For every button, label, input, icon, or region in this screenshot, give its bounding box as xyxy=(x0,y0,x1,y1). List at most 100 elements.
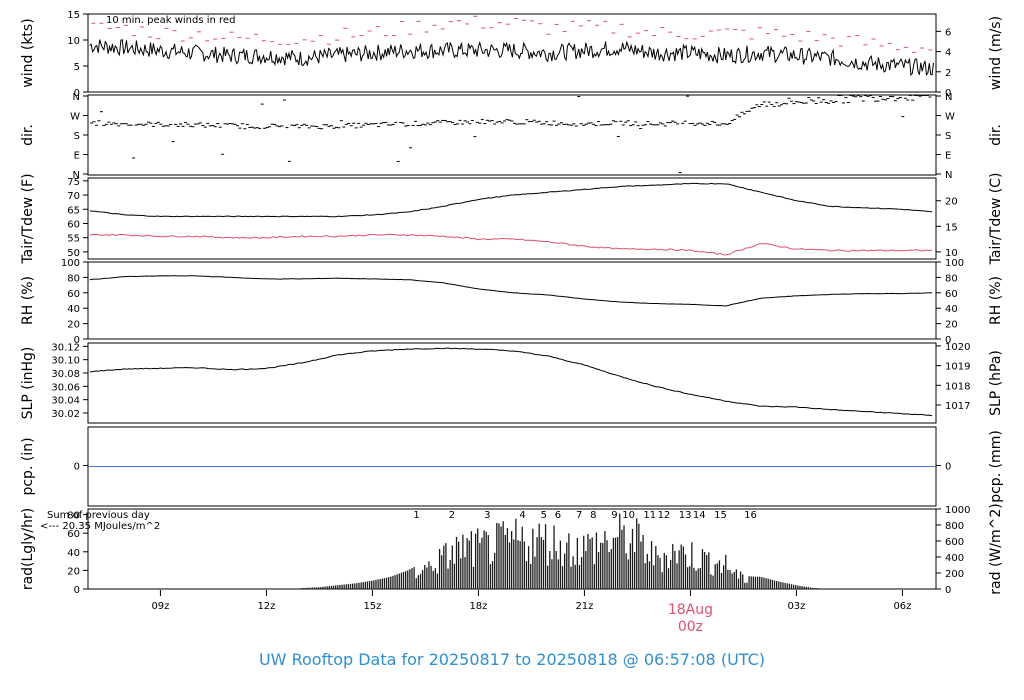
wind-left-tick-label: 5 xyxy=(74,62,80,73)
pressure-right-tick-label: 1018 xyxy=(945,381,970,392)
precip-right-axis-label: pcp. (mm) xyxy=(988,430,1004,503)
radiation-left-tick-label: 80 xyxy=(67,511,80,522)
humidity-right-tick-label: 100 xyxy=(945,258,964,269)
date-marker-day: 18Aug xyxy=(668,602,713,618)
radiation-hour-label: 6 xyxy=(555,510,561,521)
humidity-right-tick-label: 40 xyxy=(945,304,958,315)
radiation-right-tick-label: 800 xyxy=(945,521,964,532)
radiation-hour-label: 10 xyxy=(622,510,635,521)
radiation-hour-label: 2 xyxy=(449,510,455,521)
temperature-left-tick-label: 75 xyxy=(67,177,80,188)
direction-left-tick-label: S xyxy=(74,131,80,142)
radiation-hour-label: 16 xyxy=(744,510,757,521)
radiation-right-tick-label: 600 xyxy=(945,537,964,548)
direction-right-tick-label: W xyxy=(945,112,955,123)
radiation-hour-label: 4 xyxy=(519,510,525,521)
direction-right-tick-label: S xyxy=(945,131,951,142)
direction-right-axis-label: dir. xyxy=(988,124,1004,146)
wind-right-tick-label: 0 xyxy=(945,88,951,99)
temperature-left-tick-label: 55 xyxy=(67,234,80,245)
wind-right-axis-label: wind (m/s) xyxy=(988,16,1004,90)
radiation-hour-label: 5 xyxy=(541,510,547,521)
x-tick-label: 06z xyxy=(893,601,911,612)
panel-humidity: 0 20 40 60 80 100 0 20 40 60 80 100 RH (%) RH (%) xyxy=(20,258,1004,346)
x-tick-label: 15z xyxy=(363,601,381,612)
panel-pressure: 30.02 30.04 30.06 30.08 30.10 30.12 1017 1018 10… xyxy=(20,342,1004,424)
humidity-right-tick-label: 60 xyxy=(945,289,958,300)
humidity-right-tick-label: 80 xyxy=(945,273,958,284)
pressure-right-tick-label: 1019 xyxy=(945,362,970,373)
direction-left-tick-label: N xyxy=(73,92,80,103)
pressure-left-tick-label: 30.08 xyxy=(51,369,80,380)
humidity-left-tick-label: 80 xyxy=(67,273,80,284)
pressure-left-tick-label: 30.10 xyxy=(51,356,80,367)
temperature-left-tick-label: 70 xyxy=(67,191,80,202)
humidity-frame xyxy=(87,261,937,340)
x-tick-label: 12z xyxy=(257,601,275,612)
radiation-right-tick-label: 400 xyxy=(945,553,964,564)
wind-right-tick-label: 2 xyxy=(945,68,951,79)
temperature-left-tick-label: 65 xyxy=(67,205,80,216)
wind-right-tick-label: 4 xyxy=(945,48,951,59)
x-tick-label: 03z xyxy=(787,601,805,612)
pressure-frame xyxy=(87,342,937,424)
radiation-hour-label: 8 xyxy=(590,510,596,521)
temperature-right-tick-label: 20 xyxy=(945,197,958,208)
radiation-right-tick-label: 1000 xyxy=(945,505,970,516)
direction-frame xyxy=(87,94,937,176)
direction-right-tick-label: E xyxy=(945,151,951,162)
panel-wind: 0 5 10 15 0 2 4 6 wind (kts) wind (m/s) 10 min. pe… xyxy=(20,10,1004,99)
humidity-right-axis-label: RH (%) xyxy=(988,276,1004,325)
direction-left-tick-label: W xyxy=(70,112,80,123)
panel-temperature: 50 55 60 65 70 75 10 15 20 Tair/Tdew (F) Tair/Tdew… xyxy=(20,173,1004,266)
temperature-left-tick-label: 50 xyxy=(67,248,80,259)
wind-left-tick-label: 0 xyxy=(74,88,80,99)
temperature-series-1 xyxy=(89,233,933,256)
humidity-left-tick-label: 60 xyxy=(67,289,80,300)
radiation-hour-label: 13 xyxy=(679,510,692,521)
temperature-left-tick-label: 60 xyxy=(67,219,80,230)
x-tick-label: 21z xyxy=(575,601,593,612)
radiation-hour-label: 7 xyxy=(576,510,582,521)
radiation-right-axis-label: rad (W/m^2) xyxy=(988,503,1004,594)
humidity-left-tick-label: 40 xyxy=(67,304,80,315)
radiation-left-tick-label: 20 xyxy=(67,566,80,577)
wind-frame xyxy=(87,13,937,93)
radiation-hour-label: 1 xyxy=(413,510,419,521)
temperature-left-axis-label: Tair/Tdew (F) xyxy=(20,173,36,264)
humidity-right-tick-label: 20 xyxy=(945,320,958,331)
x-tick-label: 09z xyxy=(151,601,169,612)
radiation-right-tick-label: 0 xyxy=(945,585,951,596)
pressure-right-tick-label: 1017 xyxy=(945,401,970,412)
peak-wind-note: 10 min. peak winds in red xyxy=(106,15,235,26)
humidity-right-tick-label: 0 xyxy=(945,335,951,346)
date-marker-hour: 00z xyxy=(678,619,703,635)
humidity-left-tick-label: 20 xyxy=(67,320,80,331)
direction-right-tick-label: N xyxy=(945,92,952,103)
radiation-hour-label: 14 xyxy=(693,510,706,521)
temperature-series-0 xyxy=(89,182,933,218)
temperature-right-axis-label: Tair/Tdew (C) xyxy=(988,173,1004,266)
temperature-frame xyxy=(87,177,937,260)
radiation-left-axis-label: rad(Lgly/hr) xyxy=(20,508,36,590)
direction-right-tick-label: N xyxy=(945,170,952,181)
panel-precip: 0 0 pcp. (in) pcp. (mm) xyxy=(20,426,1004,507)
humidity-left-tick-label: 0 xyxy=(74,335,80,346)
x-tick-label: 18z xyxy=(469,601,487,612)
wind-series-0 xyxy=(89,39,934,77)
precip-left-tick-label: 0 xyxy=(74,462,80,473)
humidity-series-0 xyxy=(89,275,933,307)
temperature-right-tick-label: 10 xyxy=(945,248,958,259)
humidity-left-axis-label: RH (%) xyxy=(20,276,36,325)
radiation-left-tick-label: 40 xyxy=(67,548,80,559)
pressure-left-tick-label: 30.04 xyxy=(51,396,80,407)
pressure-left-tick-label: 30.02 xyxy=(51,409,80,420)
pressure-right-tick-label: 1020 xyxy=(945,342,970,353)
radiation-hour-label: 12 xyxy=(658,510,671,521)
radiation-hour-label: 9 xyxy=(611,510,617,521)
